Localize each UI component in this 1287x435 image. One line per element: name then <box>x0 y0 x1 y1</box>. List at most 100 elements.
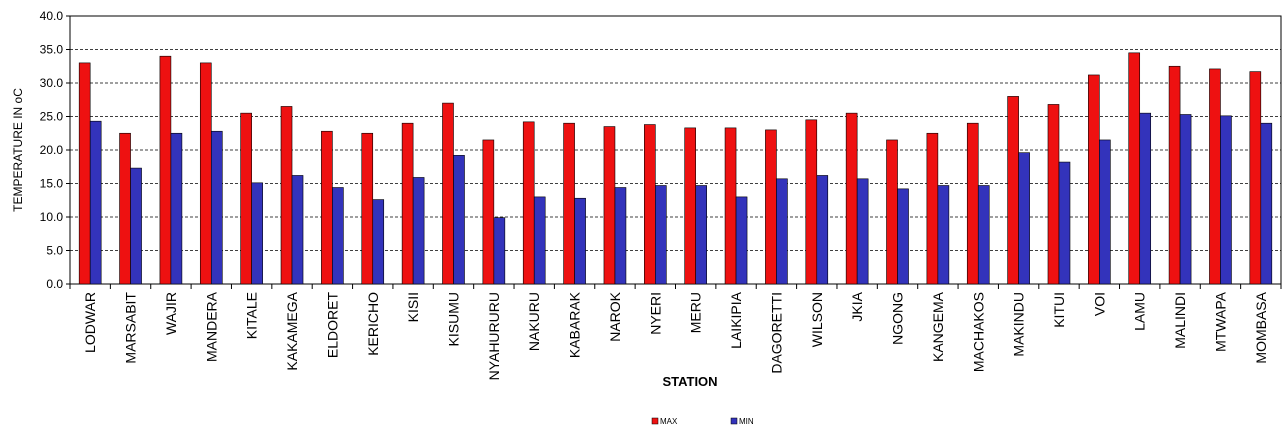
x-axis: LODWAR MARSABIT WAJIR MANDERA KITALE KAKAMEGA… <box>69 284 1282 380</box>
bar-max-eldoret <box>321 130 333 285</box>
x-tick-label: NYERI <box>647 292 663 335</box>
x-tick-label: MACHAKOS <box>970 292 986 372</box>
bar-max-nyahururu <box>482 139 495 285</box>
bar-max-machakos <box>966 122 979 285</box>
x-tick-label: KAKAMEGA <box>284 291 300 370</box>
bar-max-nakuru <box>522 121 535 285</box>
x-tick-label: KISII <box>405 292 421 322</box>
x-tick-label: KITALE <box>244 292 260 339</box>
x-tick-label: KISUMU <box>445 292 461 346</box>
bar-min-laikipia <box>735 196 748 285</box>
bar-max-lamu <box>1128 52 1141 285</box>
y-tick-label: 35.0 <box>40 43 64 57</box>
bar-min-kisumu <box>453 155 465 285</box>
y-tick-label: 0.0 <box>46 277 63 291</box>
bar-min-eldoret <box>332 187 344 285</box>
x-tick-label: NYAHURURU <box>486 292 502 380</box>
bar-min-wilson <box>816 175 829 285</box>
bar-max-mombasa <box>1249 71 1262 285</box>
x-tick-label: LAMU <box>1132 292 1148 331</box>
x-tick-label: MANDERA <box>203 291 219 362</box>
legend-label-min: MIN <box>739 417 754 426</box>
bar-max-wajir <box>159 55 172 285</box>
bar-max-voi <box>1088 74 1100 285</box>
x-tick-label: LODWAR <box>82 292 98 353</box>
x-tick-label: MOMBASA <box>1253 291 1269 363</box>
y-tick-label: 40.0 <box>40 9 64 23</box>
bar-max-narok <box>603 126 616 285</box>
bar-min-jkia <box>856 178 869 285</box>
x-tick-label: KABARAK <box>567 291 583 358</box>
bar-min-makindu <box>1018 152 1030 285</box>
x-tick-label: KITUI <box>1051 292 1067 328</box>
x-tick-label: LAIKIPIA <box>728 291 744 348</box>
bar-min-meru <box>695 185 707 285</box>
x-tick-label: WILSON <box>809 292 825 347</box>
bar-min-nyeri <box>655 185 667 285</box>
x-tick-label: MALINDI <box>1172 292 1188 349</box>
bar-max-malindi <box>1168 65 1181 285</box>
bar-min-machakos <box>977 185 990 285</box>
bar-max-dagoretti <box>765 129 777 285</box>
bar-min-kitui <box>1058 161 1071 285</box>
bar-max-meru <box>684 127 696 285</box>
x-tick-label: ELDORET <box>324 292 340 359</box>
y-axis-title: TEMPERATURE IN oC <box>11 88 25 212</box>
x-tick-label: MAKINDU <box>1011 292 1027 357</box>
bar-min-mombasa <box>1260 122 1273 285</box>
bar-min-nyahururu <box>493 217 506 285</box>
x-tick-label: MERU <box>688 292 704 333</box>
bar-max-kisumu <box>442 102 454 285</box>
bar-min-mandera <box>210 130 223 285</box>
y-tick-label: 30.0 <box>40 76 64 90</box>
bar-max-mtwapa <box>1209 68 1221 285</box>
bar-max-mandera <box>199 62 212 285</box>
bar-max-wilson <box>805 119 818 285</box>
bar-min-kisii <box>412 177 425 285</box>
y-tick-label: 5.0 <box>46 244 63 258</box>
bar-max-kitui <box>1047 104 1060 285</box>
bar-min-ngong <box>897 188 909 285</box>
bar-min-nakuru <box>533 196 546 285</box>
bar-max-nyeri <box>644 124 656 285</box>
y-tick-label: 10.0 <box>40 210 64 224</box>
bar-max-makindu <box>1007 96 1019 285</box>
bar-min-wajir <box>170 132 183 285</box>
gridlines <box>70 49 1281 251</box>
bar-min-kakamega <box>291 175 304 285</box>
x-tick-label: NAKURU <box>526 292 542 351</box>
bar-max-kangema <box>926 132 939 285</box>
bar-min-kangema <box>937 185 950 285</box>
x-tick-label: KANGEMA <box>930 291 946 362</box>
x-tick-label: JKIA <box>849 291 865 321</box>
bar-min-mtwapa <box>1220 115 1232 285</box>
bar-min-kabarak <box>574 197 586 285</box>
x-tick-label: MARSABIT <box>123 292 139 364</box>
x-tick-label: VOI <box>1091 292 1107 316</box>
bar-max-kabarak <box>563 122 575 285</box>
bar-min-lodwar <box>89 120 102 285</box>
bar-min-lamu <box>1139 112 1152 285</box>
y-tick-label: 20.0 <box>40 143 64 157</box>
x-tick-label: NGONG <box>890 292 906 345</box>
bar-max-ngong <box>886 139 898 285</box>
y-tick-label: 15.0 <box>40 177 64 191</box>
x-tick-label: DAGORETTI <box>768 292 784 374</box>
bar-max-jkia <box>845 112 858 285</box>
bars <box>78 52 1273 285</box>
bar-min-marsabit <box>130 167 142 285</box>
bar-min-narok <box>614 187 627 285</box>
bar-max-kisii <box>401 122 414 285</box>
bar-min-kitale <box>251 182 263 285</box>
x-axis-title: STATION <box>662 374 717 389</box>
y-axis: 0.0 5.0 10.0 15.0 20.0 25.0 30.0 35.0 40.0 <box>40 9 70 291</box>
bar-max-marsabit <box>119 132 131 285</box>
bar-max-kericho <box>361 132 374 285</box>
x-tick-label: KERICHO <box>365 292 381 356</box>
bar-max-lodwar <box>78 62 91 285</box>
x-tick-label: MTWAPA <box>1212 291 1228 352</box>
bar-min-malindi <box>1179 114 1192 285</box>
x-tick-label: WAJIR <box>163 292 179 335</box>
legend-label-max: MAX <box>660 417 678 426</box>
